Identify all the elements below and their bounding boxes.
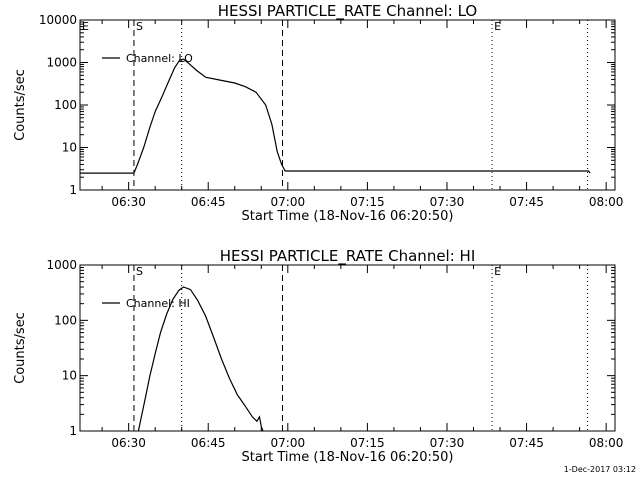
x-axis-label: Start Time (18-Nov-16 06:20:50) (242, 450, 454, 465)
x-tick-label: 07:45 (509, 195, 544, 209)
x-tick-label: 07:15 (350, 436, 385, 450)
series-line (137, 286, 264, 432)
chart-title: HESSI PARTICLE_RATE Channel: LO (218, 2, 477, 21)
legend-label: Channel: HI (126, 297, 190, 310)
footer-timestamp: 1-Dec-2017 03:12 (564, 465, 636, 474)
marker-label: S (136, 20, 143, 33)
x-tick-label: 07:00 (271, 195, 306, 209)
x-tick-label: 07:30 (430, 195, 465, 209)
y-tick-label: 1000 (46, 56, 77, 70)
x-tick-label: 06:30 (111, 195, 146, 209)
chart-title: HESSI PARTICLE_RATE Channel: HI (220, 247, 476, 266)
y-axis-label: Counts/sec (13, 312, 28, 384)
x-tick-label: 06:45 (191, 195, 226, 209)
y-tick-label: 1 (69, 424, 77, 438)
plot-frame (79, 19, 616, 191)
marker-label: E (82, 20, 89, 33)
y-axis-label: Counts/sec (13, 69, 28, 141)
marker-label: S (136, 265, 143, 278)
x-tick-label: 07:00 (271, 436, 306, 450)
legend-label: Channel: LO (126, 52, 193, 65)
y-tick-label: 1 (69, 183, 77, 197)
x-tick-label: 07:30 (430, 436, 465, 450)
x-axis-label: Start Time (18-Nov-16 06:20:50) (242, 209, 454, 224)
x-tick-label: 07:15 (350, 195, 385, 209)
marker-label: E (494, 20, 501, 33)
y-tick-label: 100 (54, 313, 77, 327)
y-tick-label: 10 (62, 141, 77, 155)
x-tick-label: 08:00 (589, 436, 624, 450)
plot-frame (79, 264, 616, 432)
x-tick-label: 07:45 (509, 436, 544, 450)
y-tick-label: 10000 (39, 13, 77, 27)
x-tick-label: 06:45 (191, 436, 226, 450)
x-tick-label: 08:00 (589, 195, 624, 209)
marker-label: E (494, 265, 501, 278)
y-tick-label: 10 (62, 369, 77, 383)
series-line (80, 58, 591, 174)
chart-2: HESSI PARTICLE_RATE Channel: HI 06:30 06:4… (13, 247, 623, 465)
y-tick-label: 1000 (46, 258, 77, 272)
chart-1: HESSI PARTICLE_RATE Channel: LO 06:30 06:4… (13, 2, 623, 224)
x-tick-label: 06:30 (111, 436, 146, 450)
y-tick-label: 100 (54, 98, 77, 112)
